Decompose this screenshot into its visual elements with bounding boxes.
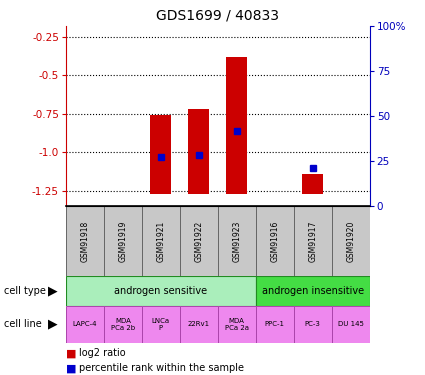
Text: cell type: cell type xyxy=(4,286,46,296)
Bar xyxy=(294,306,332,343)
Text: log2 ratio: log2 ratio xyxy=(79,348,125,358)
Bar xyxy=(227,57,247,194)
Bar xyxy=(104,206,142,276)
Text: cell line: cell line xyxy=(4,320,42,329)
Text: PC-3: PC-3 xyxy=(305,321,321,327)
Text: ▶: ▶ xyxy=(48,284,58,297)
Text: DU 145: DU 145 xyxy=(338,321,364,327)
Text: LAPC-4: LAPC-4 xyxy=(73,321,97,327)
Bar xyxy=(142,306,180,343)
Text: GSM91919: GSM91919 xyxy=(118,220,127,262)
Bar xyxy=(66,206,104,276)
Bar xyxy=(218,206,256,276)
Bar xyxy=(294,206,332,276)
Text: GSM91916: GSM91916 xyxy=(270,220,279,262)
Text: ■: ■ xyxy=(66,348,76,358)
Text: GSM91918: GSM91918 xyxy=(80,220,89,262)
Bar xyxy=(188,110,209,194)
Text: PPC-1: PPC-1 xyxy=(265,321,285,327)
Bar xyxy=(180,306,218,343)
Bar xyxy=(256,276,370,306)
Text: ▶: ▶ xyxy=(48,318,58,331)
Text: GSM91921: GSM91921 xyxy=(156,220,165,262)
Bar xyxy=(332,306,370,343)
Text: GSM91920: GSM91920 xyxy=(346,220,355,262)
Bar xyxy=(66,276,256,306)
Bar xyxy=(142,206,180,276)
Bar xyxy=(180,206,218,276)
Bar xyxy=(302,174,323,194)
Text: GSM91917: GSM91917 xyxy=(308,220,317,262)
Text: LNCa
P: LNCa P xyxy=(152,318,170,331)
Text: androgen sensitive: androgen sensitive xyxy=(114,286,207,296)
Bar xyxy=(66,306,104,343)
Bar xyxy=(332,206,370,276)
Title: GDS1699 / 40833: GDS1699 / 40833 xyxy=(156,8,279,22)
Text: androgen insensitive: androgen insensitive xyxy=(262,286,364,296)
Text: GSM91922: GSM91922 xyxy=(194,220,203,262)
Bar xyxy=(256,206,294,276)
Bar xyxy=(256,306,294,343)
Bar xyxy=(218,306,256,343)
Text: MDA
PCa 2a: MDA PCa 2a xyxy=(225,318,249,331)
Text: percentile rank within the sample: percentile rank within the sample xyxy=(79,363,244,373)
Text: GSM91923: GSM91923 xyxy=(232,220,241,262)
Bar xyxy=(150,116,171,194)
Text: 22Rv1: 22Rv1 xyxy=(188,321,210,327)
Text: ■: ■ xyxy=(66,363,76,373)
Text: MDA
PCa 2b: MDA PCa 2b xyxy=(111,318,135,331)
Bar xyxy=(104,306,142,343)
